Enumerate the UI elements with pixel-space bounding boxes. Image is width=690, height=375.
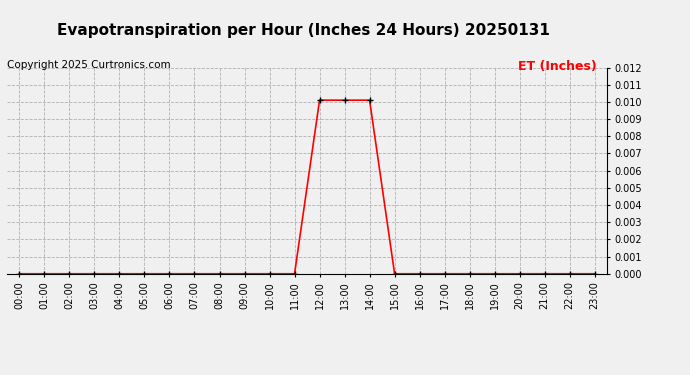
Text: Evapotranspiration per Hour (Inches 24 Hours) 20250131: Evapotranspiration per Hour (Inches 24 H… — [57, 22, 550, 38]
Text: ET (Inches): ET (Inches) — [518, 60, 597, 73]
Text: Copyright 2025 Curtronics.com: Copyright 2025 Curtronics.com — [7, 60, 170, 70]
